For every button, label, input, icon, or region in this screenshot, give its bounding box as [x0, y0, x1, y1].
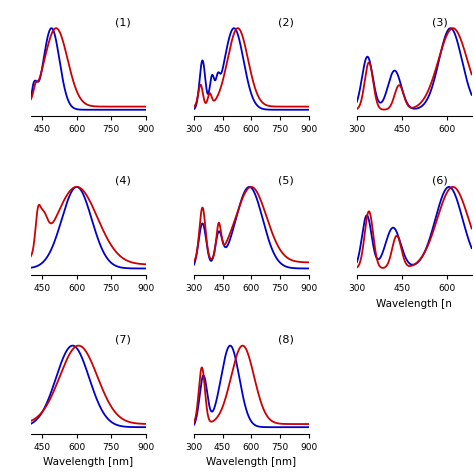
- Text: (1): (1): [115, 17, 130, 27]
- Text: (5): (5): [278, 176, 293, 186]
- Text: (6): (6): [432, 176, 447, 186]
- Text: (4): (4): [115, 176, 130, 186]
- X-axis label: Wavelength [nm]: Wavelength [nm]: [206, 457, 296, 467]
- Text: (2): (2): [278, 17, 293, 27]
- X-axis label: Wavelength [nm]: Wavelength [nm]: [43, 457, 133, 467]
- Text: (8): (8): [278, 335, 293, 345]
- Text: (7): (7): [115, 335, 130, 345]
- Text: (3): (3): [432, 17, 447, 27]
- X-axis label: Wavelength [n: Wavelength [n: [376, 299, 452, 309]
